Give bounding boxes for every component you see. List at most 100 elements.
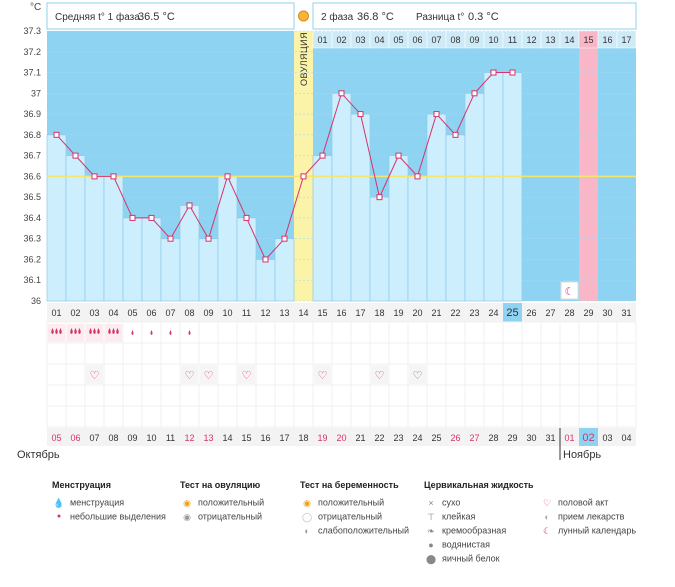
date-label: 30 [526, 433, 536, 443]
legend-label: клейкая [442, 511, 476, 522]
cycle-day-label: 10 [222, 308, 232, 318]
temperature-bar [122, 217, 143, 302]
date-label: 28 [488, 433, 498, 443]
moon-icon: ☾ [565, 286, 575, 298]
expected-period-column [579, 31, 598, 301]
watery-icon: ● [428, 539, 434, 550]
cycle-day-label: 24 [488, 308, 498, 318]
drop-shape [108, 328, 111, 334]
lunar-calendar-box [560, 281, 579, 300]
spotting-icon [188, 330, 191, 335]
drop-shape [89, 328, 92, 334]
menstruation-icon [86, 324, 103, 342]
legend-label: кремообразная [442, 525, 507, 536]
date-label: 03 [602, 433, 612, 443]
symbols-area: ♡ ♡ ♡ ♡ ♡ ♡ ♡ [46, 321, 637, 428]
temperature-bar [103, 176, 124, 302]
intercourse-cell [86, 365, 103, 384]
y-tick-label: 37 [31, 88, 41, 98]
cycle-day-label: 29 [583, 308, 593, 318]
day-axis-strip [47, 303, 636, 322]
menstruation-icon [48, 324, 65, 342]
phase2-day-label: 13 [545, 35, 555, 45]
drop-shape [150, 330, 153, 335]
drop-shape [131, 330, 134, 335]
drop-shape [188, 330, 191, 335]
axis-labels: °C 36 36.1 36.2 36.3 36.4 36.5 36.6 36.7 36.8 36.9… [17, 2, 636, 461]
cycle-day-label: 28 [564, 308, 574, 318]
intercourse-cell [371, 365, 388, 384]
phase2-day-label: 02 [336, 35, 346, 45]
temperature-point [243, 214, 250, 221]
phase2-day-label: 15 [583, 35, 593, 45]
drop-shape [59, 328, 62, 334]
cycle-day-label: 27 [545, 308, 555, 318]
heart-icon: ♡ [90, 370, 100, 382]
legend-label: водянистая [442, 539, 491, 550]
cycle-day-label: 04 [108, 308, 118, 318]
temperature-bar [388, 155, 409, 302]
date-label: 01 [564, 433, 574, 443]
phase2-day-cell [616, 30, 637, 49]
y-tick-label: 36.2 [23, 254, 41, 264]
today-date-marker [579, 428, 598, 446]
temperature-point [395, 152, 402, 159]
date-label: 16 [260, 433, 270, 443]
sticky-icon: ⊤ [427, 511, 435, 522]
cycle-day-label: 16 [336, 308, 346, 318]
phase2-day-label: 08 [450, 35, 460, 45]
drop-shape [116, 328, 119, 334]
temperature-bar [369, 196, 390, 302]
legend-ovulation-test: Тест на овуляцию ◉ положительный ◉ отрицат… [180, 480, 264, 523]
heart-icon: ♡ [318, 370, 328, 382]
avg2-value: 36.8 °C [357, 11, 394, 23]
temperature-bar [255, 259, 276, 302]
legend-label: лунный календарь [558, 525, 637, 536]
cycle-day-label: 05 [127, 308, 137, 318]
temperature-bar [141, 217, 162, 302]
temperature-point [490, 69, 497, 76]
temperature-point [91, 173, 98, 180]
intercourse-cell [200, 365, 217, 384]
temperature-bar [179, 205, 200, 302]
heart-icon: ♡ [542, 497, 552, 508]
date-label: 08 [108, 433, 118, 443]
temperature-point [509, 69, 516, 76]
temperature-point [452, 131, 459, 138]
drop-shape [112, 328, 115, 334]
cycle-day-label: 13 [279, 308, 289, 318]
temperature-point [414, 173, 421, 180]
spotting-icon: ● [56, 512, 62, 520]
temperature-bar [65, 155, 86, 302]
temperature-bar [407, 176, 428, 302]
date-label: 10 [146, 433, 156, 443]
date-label: 06 [70, 433, 80, 443]
date-label: 25 [431, 433, 441, 443]
cycle-day-label: 18 [374, 308, 384, 318]
y-tick-label: 36.4 [23, 213, 41, 223]
temperature-bar [426, 113, 447, 302]
creamy-icon: ❧ [427, 525, 435, 536]
today-marker [503, 303, 522, 322]
phase2-day-label: 06 [412, 35, 422, 45]
diff-value: 0.3 °C [468, 11, 499, 23]
date-label: 31 [545, 433, 555, 443]
drop-shape [74, 328, 77, 334]
date-label: 29 [507, 433, 517, 443]
temperature-point [72, 152, 79, 159]
temperature-point [376, 194, 383, 201]
temperature-point [205, 235, 212, 242]
date-label: 19 [317, 433, 327, 443]
temperature-bar [84, 176, 105, 302]
ovulation-test-negative-icon: ◉ [183, 511, 191, 522]
avg1-label: Средняя t° 1 фаза [55, 11, 140, 23]
drop-shape [169, 330, 172, 335]
date-axis-strip [47, 428, 636, 446]
date-label: 12 [184, 433, 194, 443]
cycle-day-label: 09 [203, 308, 213, 318]
legend-label: отрицательный [318, 511, 383, 522]
cycle-day-label: 20 [412, 308, 422, 318]
intercourse-cell [409, 365, 426, 384]
date-label: 24 [412, 433, 422, 443]
phase2-day-label: 17 [621, 35, 631, 45]
